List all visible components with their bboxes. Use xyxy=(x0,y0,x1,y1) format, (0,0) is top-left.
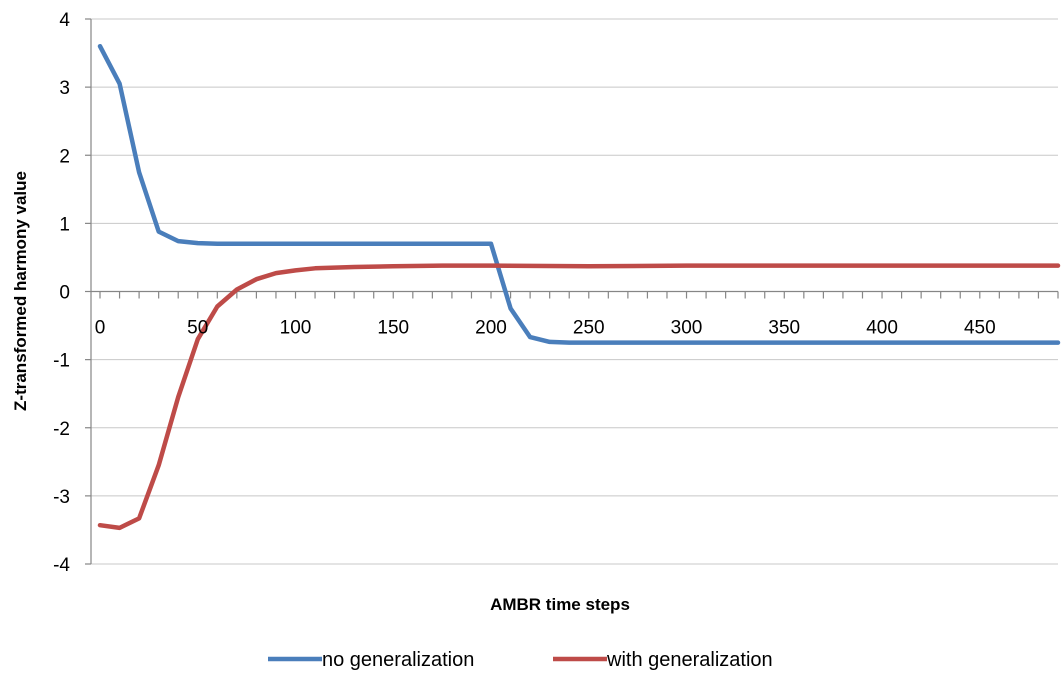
x-tick-label: 50 xyxy=(187,318,208,339)
x-tick-label: 250 xyxy=(573,318,605,339)
series-line-no-generalization xyxy=(97,43,1061,345)
legend-label: with generalization xyxy=(606,649,773,670)
x-axis-title: AMBR time steps xyxy=(490,595,630,614)
series-lines xyxy=(97,43,1061,531)
x-tick-label: 100 xyxy=(280,318,312,339)
y-tick-label: 0 xyxy=(59,283,70,304)
x-tick-label: 0 xyxy=(95,318,106,339)
x-tick-label: 150 xyxy=(377,318,409,339)
legend-label: no generalization xyxy=(322,649,474,670)
legend-item-no-generalization: no generalization xyxy=(268,649,474,671)
x-tick-label: 200 xyxy=(475,318,507,339)
y-tick-label: 3 xyxy=(59,78,70,99)
y-tick-label: 4 xyxy=(59,10,70,31)
y-tick-label: 2 xyxy=(59,146,70,167)
axes xyxy=(85,18,1059,565)
y-tick-label: -3 xyxy=(53,487,70,508)
y-tick-label: -1 xyxy=(53,351,70,372)
x-tick-label: 450 xyxy=(964,318,996,339)
y-tick-label: 1 xyxy=(59,214,70,235)
tick-labels: 4 3 2 1 0 -1 -2 -3 -4 0 50 100 150 200 250 300 350 400 450 xyxy=(53,10,996,576)
x-tick-label: 350 xyxy=(768,318,800,339)
x-tick-label: 400 xyxy=(866,318,898,339)
gridlines xyxy=(91,18,1058,565)
legend-item-with-generalization: with generalization xyxy=(553,649,773,671)
series-line-with-generalization xyxy=(97,263,1061,531)
y-tick-label: -2 xyxy=(53,419,70,440)
x-tick-label: 300 xyxy=(671,318,703,339)
legend: no generalization with generalization xyxy=(268,649,773,671)
y-axis-title: Z-transformed harmony value xyxy=(11,171,30,411)
y-tick-label: -4 xyxy=(53,555,70,576)
